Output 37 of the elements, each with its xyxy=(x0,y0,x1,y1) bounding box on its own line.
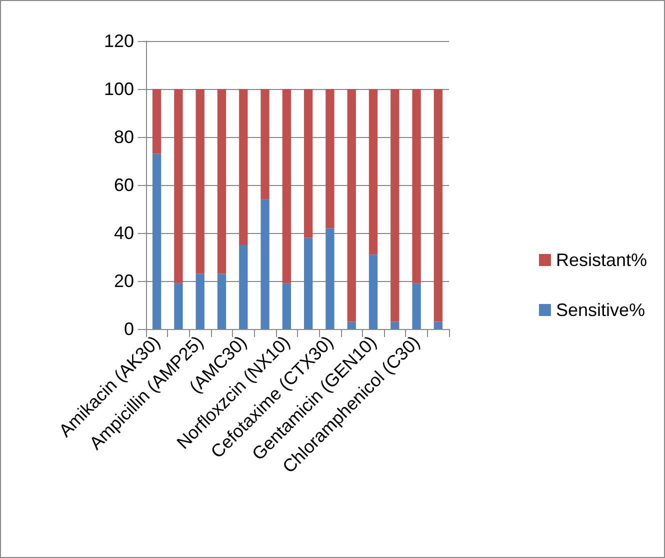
y-tick-label: 20 xyxy=(114,271,134,291)
bar xyxy=(434,322,443,329)
bar xyxy=(260,199,270,329)
bar xyxy=(390,89,400,322)
bar xyxy=(347,89,356,322)
bar xyxy=(304,89,313,238)
bar xyxy=(196,274,204,329)
legend-label: Sensitive% xyxy=(556,300,646,320)
bar xyxy=(368,254,378,329)
bar xyxy=(368,89,378,255)
bar xyxy=(304,238,313,329)
legend-label: Resistant% xyxy=(556,250,648,270)
bar xyxy=(347,322,356,329)
y-tick-label: 80 xyxy=(114,127,134,147)
bar xyxy=(152,89,162,154)
y-tick-label: 100 xyxy=(104,79,134,99)
y-tick-label: 40 xyxy=(114,223,134,243)
y-tick-label: 60 xyxy=(114,175,134,195)
bar xyxy=(239,89,248,245)
bar xyxy=(196,89,204,274)
y-tick-label: 0 xyxy=(124,319,134,339)
bar xyxy=(326,228,334,329)
bar xyxy=(282,89,292,284)
bar xyxy=(390,322,400,329)
bar xyxy=(326,89,334,228)
bar xyxy=(217,89,226,274)
bar xyxy=(412,89,421,284)
bar xyxy=(239,245,248,329)
bar xyxy=(174,283,183,329)
y-tick-label: 120 xyxy=(104,31,134,51)
bar xyxy=(174,89,183,284)
bar xyxy=(282,283,292,329)
bar xyxy=(434,89,443,322)
bar xyxy=(412,283,421,329)
bar xyxy=(217,274,226,329)
bar xyxy=(152,154,162,329)
bar xyxy=(260,89,270,200)
